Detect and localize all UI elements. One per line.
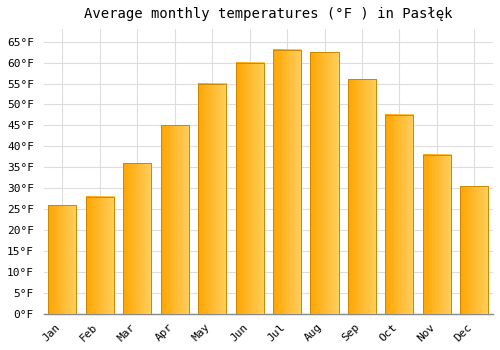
Bar [460, 186, 488, 314]
Bar [198, 84, 226, 314]
Bar [48, 205, 76, 314]
Bar [423, 155, 451, 314]
Bar [236, 63, 264, 314]
Bar [160, 125, 189, 314]
Bar [86, 197, 114, 314]
Title: Average monthly temperatures (°F ) in Pasłęk: Average monthly temperatures (°F ) in Pa… [84, 7, 452, 21]
Bar [273, 50, 301, 314]
Bar [123, 163, 152, 314]
Bar [310, 52, 338, 314]
Bar [348, 79, 376, 314]
Bar [386, 115, 413, 314]
